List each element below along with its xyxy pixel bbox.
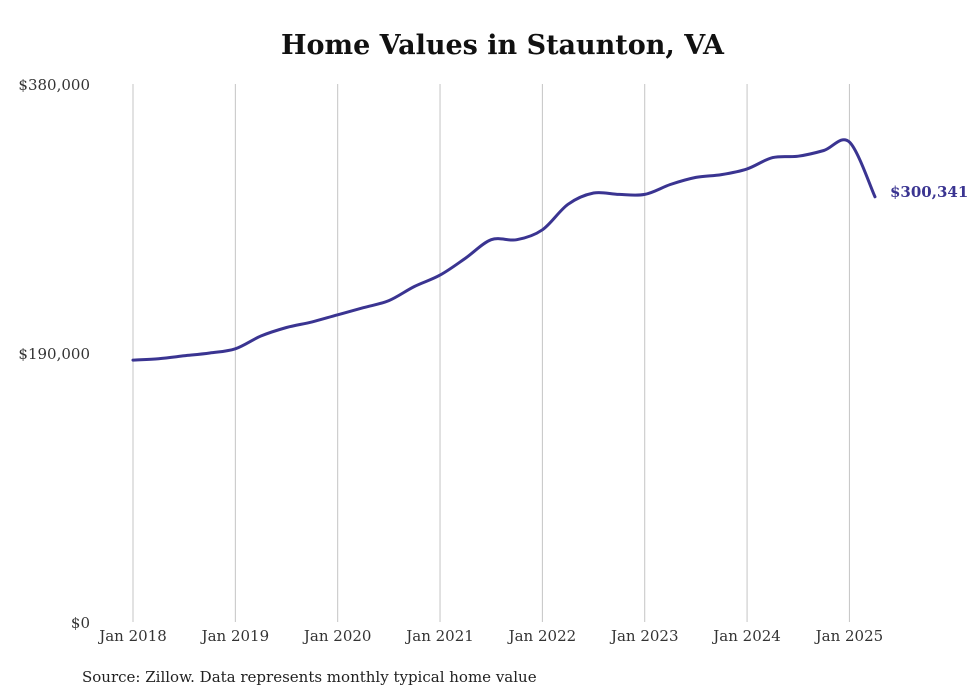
x-tick-label: Jan 2019: [200, 627, 270, 645]
x-tick-label: Jan 2021: [404, 627, 474, 645]
y-axis-labels: $0 $190,000 $380,000: [18, 76, 90, 632]
x-tick-label: Jan 2023: [609, 627, 679, 645]
chart-title: Home Values in Staunton, VA: [280, 30, 725, 61]
x-tick-label: Jan 2022: [507, 627, 577, 645]
x-tick-label: Jan 2024: [711, 627, 781, 645]
end-label-group: $300,341: [890, 183, 968, 201]
x-axis-labels: Jan 2018 Jan 2019 Jan 2020 Jan 2021 Jan 2022…: [97, 627, 883, 645]
y-tick-label: $380,000: [18, 76, 90, 94]
series-line-group: [131, 138, 877, 362]
y-tick-label: $190,000: [18, 345, 90, 363]
home-value-line: [131, 138, 877, 362]
grid-lines: [132, 84, 850, 622]
end-value-label: $300,341: [890, 183, 968, 201]
x-tick-label: Jan 2025: [814, 627, 884, 645]
y-tick-label: $0: [71, 614, 90, 632]
x-tick-label: Jan 2020: [302, 627, 372, 645]
x-tick-label: Jan 2018: [97, 627, 167, 645]
source-note: Source: Zillow. Data represents monthly …: [82, 668, 537, 686]
